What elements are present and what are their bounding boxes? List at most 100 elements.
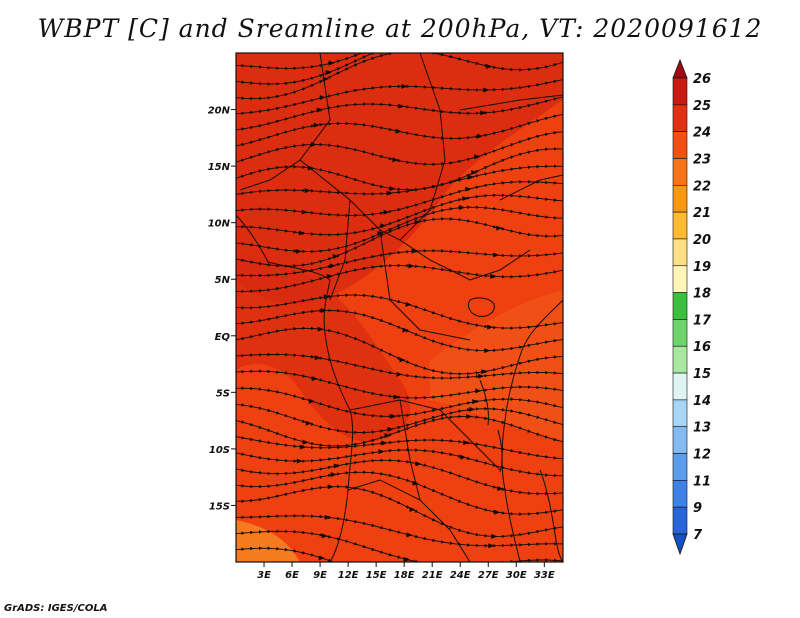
streamline-arrow xyxy=(316,107,323,113)
streamline-arrow xyxy=(327,484,334,490)
colorbar-label: 26 xyxy=(693,72,711,87)
colorbar-label: 15 xyxy=(693,367,711,382)
lon-tick-label: 33E xyxy=(534,570,555,581)
streamline-arrow xyxy=(313,122,320,128)
lon-tick-label: 15E xyxy=(366,570,387,581)
streamline-arrow xyxy=(495,6,501,11)
streamline-arrow xyxy=(479,587,485,592)
colorbar-label: 17 xyxy=(693,313,712,328)
streamline-arrow xyxy=(466,414,473,420)
colorbar-segment xyxy=(672,345,688,374)
streamline-arrow xyxy=(317,326,324,332)
colorbar-label: 11 xyxy=(693,474,711,489)
colorbar-bottom-triangle xyxy=(672,533,688,556)
lon-tick-label: 24E xyxy=(450,570,471,581)
lat-tick-label: 15N xyxy=(208,162,231,173)
streamline-arrow xyxy=(468,174,475,180)
colorbar-segment xyxy=(672,292,688,320)
streamline-arrow xyxy=(483,87,490,93)
colorbar-segment xyxy=(672,104,688,132)
streamline xyxy=(226,0,573,34)
colorbar-label: 16 xyxy=(693,340,711,355)
chart-title: WBPT [C] and Sreamline at 200hPa, VT: 20… xyxy=(37,14,763,43)
streamline xyxy=(236,263,563,294)
lon-tick-label: 18E xyxy=(394,570,415,581)
lon-tick-label: 21E xyxy=(422,570,443,581)
colorbar-label: 18 xyxy=(693,287,711,302)
streamline-arrow xyxy=(412,480,419,486)
colorbar-label: 7 xyxy=(693,528,703,543)
streamline-arrow xyxy=(311,376,318,382)
lon-tick-label: 30E xyxy=(506,570,527,581)
streamline-arrow xyxy=(469,406,476,412)
lat-tick-label: 10N xyxy=(208,219,231,230)
streamline-arrow xyxy=(414,23,420,28)
streamline-arrow xyxy=(295,28,301,33)
streamline-arrow xyxy=(398,601,404,606)
colorbar-label: 23 xyxy=(693,152,711,167)
streamline-arrow xyxy=(330,472,337,478)
map-panel: 20N 15N 10N 5N EQ 5S 10S 15S 3E 6E 9E 12E 15E 18E 21E… xyxy=(208,0,573,606)
lat-tick-label: 5N xyxy=(215,275,231,286)
colorbar-label: 24 xyxy=(693,126,711,141)
streamline-arrow xyxy=(381,440,388,446)
streamline-arrow xyxy=(465,186,472,192)
colorbar-label: 21 xyxy=(693,206,711,221)
colorbar-segment xyxy=(672,506,688,535)
streamline-arrow xyxy=(326,273,333,279)
colorbar-segment xyxy=(672,158,688,186)
streamline-arrow xyxy=(411,248,418,254)
colorbar-label: 13 xyxy=(693,421,711,436)
colorbar-label: 14 xyxy=(693,394,711,409)
streamline-arrow xyxy=(401,83,408,89)
streamlines-layer xyxy=(226,0,573,606)
streamline-arrow xyxy=(378,449,385,455)
colorbar-top-triangle xyxy=(672,58,688,79)
colorbar-segment xyxy=(672,238,688,267)
lat-tick-label: EQ xyxy=(215,332,231,343)
streamline xyxy=(226,9,573,51)
colorbar-label: 19 xyxy=(693,260,711,275)
streamline-arrow xyxy=(411,30,417,35)
streamline-arrow xyxy=(409,507,416,513)
streamline-arrow xyxy=(492,22,498,27)
streamline-arrow xyxy=(320,308,327,314)
colorbar-label: 25 xyxy=(693,99,711,114)
colorbar-segment xyxy=(672,372,688,401)
colorbar-segment xyxy=(672,399,688,428)
streamline-arrow xyxy=(333,463,340,469)
lat-tick-label: 10S xyxy=(209,445,230,456)
lat-tick-label: 15S xyxy=(209,501,230,512)
streamline-arrow xyxy=(463,440,470,446)
lon-tick-label: 27E xyxy=(478,570,499,581)
streamline-arrow xyxy=(458,0,464,5)
streamline-arrow xyxy=(318,555,325,561)
map-frame xyxy=(235,52,564,563)
lat-tick-label: 5S xyxy=(216,388,230,399)
lon-tick-label: 6E xyxy=(285,570,299,581)
colorbar-segment xyxy=(672,426,688,454)
longitude-axis: 3E 6E 9E 12E 15E 18E 21E 24E 27E 30E 33E xyxy=(257,562,555,581)
streamline-arrow xyxy=(377,23,383,28)
streamline-arrow xyxy=(486,63,493,69)
colorbar-label: 20 xyxy=(693,233,711,248)
colorbar-legend: 26 25 24 23 22 21 20 19 18 17 16 15 14 13 12 11 9 7 xyxy=(672,58,712,556)
streamline xyxy=(236,546,563,562)
streamline-arrow xyxy=(459,205,466,211)
lon-tick-label: 12E xyxy=(338,570,359,581)
streamline-arrow xyxy=(414,219,421,225)
grads-credit: GrADS: IGES/COLA xyxy=(4,603,108,614)
streamline-arrow xyxy=(310,141,317,147)
streamline-arrow xyxy=(314,355,321,361)
streamline-arrow xyxy=(323,294,330,300)
lon-tick-label: 9E xyxy=(313,570,327,581)
colorbar-segment xyxy=(672,77,688,106)
streamline-arrow xyxy=(401,581,407,586)
colorbar-segment xyxy=(672,131,688,159)
streamline-arrow xyxy=(462,195,469,201)
streamline-arrow xyxy=(490,273,497,279)
colorbar-label: 12 xyxy=(693,448,711,463)
colorbar-label: 22 xyxy=(693,179,711,194)
streamline-arrow xyxy=(493,252,500,258)
